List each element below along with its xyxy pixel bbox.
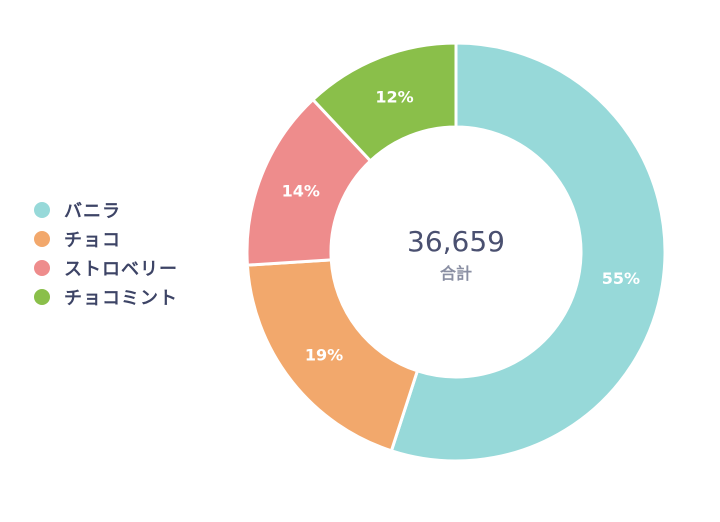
slice-labels-layer: 55% 19% 14% 12%	[282, 88, 641, 365]
center-total-value: 36,659	[407, 225, 505, 258]
slice-value-label-strawberry: 14%	[282, 182, 320, 201]
legend-item-choco[interactable]: チョコ	[34, 227, 178, 251]
legend-label-chocomint: チョコミント	[64, 287, 178, 309]
legend-label-choco: チョコ	[64, 229, 121, 251]
legend-swatch-choco	[34, 230, 50, 247]
legend-item-vanilla[interactable]: バニラ	[34, 198, 178, 222]
slice-value-label-choco: 19%	[305, 345, 343, 364]
slice-value-label-chocomint: 12%	[375, 88, 413, 107]
center-total-label: 合計	[440, 264, 472, 283]
legend-label-vanilla: バニラ	[64, 200, 121, 222]
legend-label-strawberry: ストロベリー	[64, 258, 178, 280]
slice-value-label-vanilla: 55%	[602, 269, 640, 288]
slices-layer	[245, 41, 667, 463]
legend-item-strawberry[interactable]: ストロベリー	[34, 256, 178, 280]
legend-swatch-strawberry	[34, 259, 50, 276]
legend-swatch-vanilla	[34, 201, 50, 218]
legend-item-chocomint[interactable]: チョコミント	[34, 285, 178, 309]
legend: バニラ チョコ ストロベリー チョコミント	[34, 198, 178, 309]
donut-slice-vanilla[interactable]	[389, 41, 667, 463]
donut-slice-chocomint[interactable]	[311, 41, 458, 163]
legend-swatch-chocomint	[34, 288, 50, 305]
